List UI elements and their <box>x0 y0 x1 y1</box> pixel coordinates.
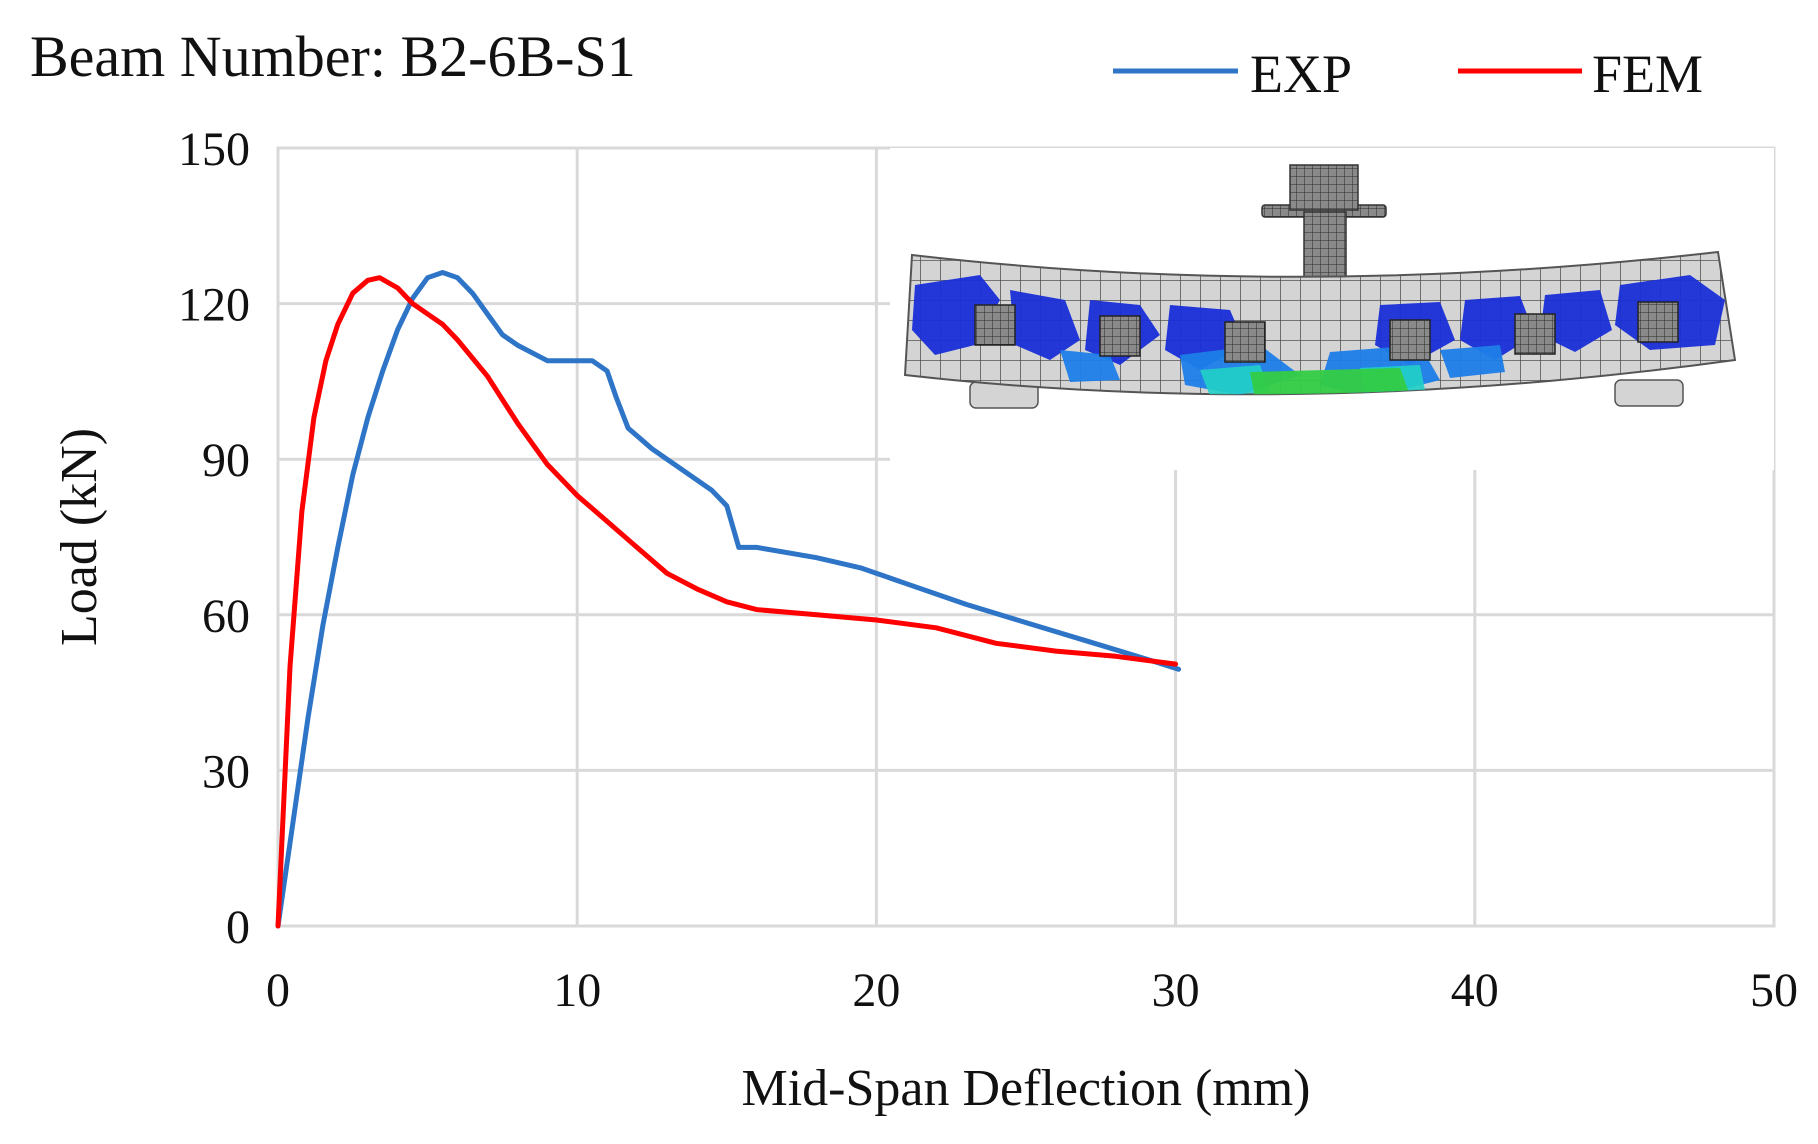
x-tick-label: 20 <box>852 964 900 1017</box>
x-tick-label: 10 <box>553 964 601 1017</box>
legend-label-exp: EXP <box>1250 44 1352 104</box>
y-tick-label: 150 <box>178 123 250 176</box>
x-tick-label: 0 <box>266 964 290 1017</box>
y-axis-label: Load (kN) <box>51 428 108 646</box>
fem-beam-damage-contour-icon <box>890 148 1774 470</box>
x-tick-label: 30 <box>1152 964 1200 1017</box>
series-lines <box>275 270 1182 929</box>
legend-label-fem: FEM <box>1592 44 1703 104</box>
y-tick-label: 30 <box>202 745 250 798</box>
x-axis-label: Mid-Span Deflection (mm) <box>742 1060 1311 1117</box>
x-tick-labels: 0 10 20 30 40 50 <box>266 964 1798 1017</box>
x-tick-label: 50 <box>1750 964 1798 1017</box>
y-tick-labels: 0 30 60 90 120 150 <box>178 123 250 954</box>
series-line-fem <box>275 275 1179 929</box>
x-tick-label: 40 <box>1451 964 1499 1017</box>
series-line-exp <box>275 270 1182 929</box>
y-tick-label: 120 <box>178 279 250 332</box>
chart-title: Beam Number: B2-6B-S1 <box>30 24 636 89</box>
y-tick-label: 90 <box>202 434 250 487</box>
y-tick-label: 0 <box>226 901 250 954</box>
y-tick-label: 60 <box>202 590 250 643</box>
legend: EXP FEM <box>1113 44 1703 104</box>
